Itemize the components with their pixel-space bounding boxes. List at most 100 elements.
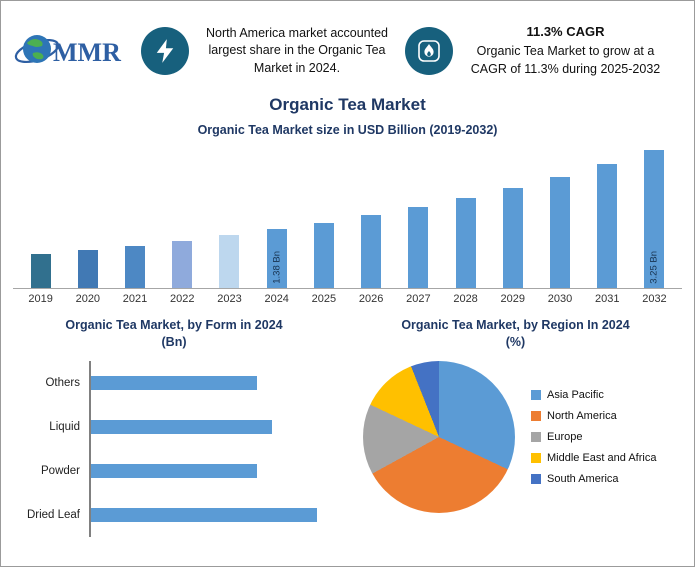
bar-2022 <box>172 241 193 288</box>
bar-slot-2027 <box>395 147 442 288</box>
form-row-liquid: Liquid <box>13 404 335 449</box>
form-label: Powder <box>41 464 80 477</box>
bar-2031 <box>597 164 618 288</box>
bar-slot-2029 <box>489 147 536 288</box>
bar-slot-2022 <box>159 147 206 288</box>
bar-slot-2031 <box>584 147 631 288</box>
bar-slot-2024: 1.38 Bn <box>253 147 300 288</box>
region-chart-body: Asia Pacific North America Europe Middle Ea… <box>349 360 682 513</box>
svg-text:MMR: MMR <box>53 38 121 67</box>
bar-slot-2032: 3.25 Bn <box>631 147 678 288</box>
x-axis-label-2031: 2031 <box>594 293 620 305</box>
x-axis-label-2032: 2032 <box>642 293 667 305</box>
cagr-note: Organic Tea Market to grow at a CAGR of … <box>470 44 661 76</box>
form-track <box>89 448 335 493</box>
legend-label: Europe <box>547 430 583 443</box>
bar-value-label-2024: 1.38 Bn <box>271 251 283 284</box>
flame-badge <box>405 27 453 75</box>
form-chart-rows: Others Liquid Powder Dried Leaf <box>13 360 335 537</box>
form-bar <box>91 375 257 390</box>
cagr-title: 11.3% CAGR <box>526 24 605 39</box>
bar-2030 <box>550 177 571 288</box>
bar-2024: 1.38 Bn <box>266 229 287 288</box>
x-axis-label-2021: 2021 <box>122 293 148 305</box>
region-chart-title-line2: (%) <box>505 334 526 349</box>
x-axis-label-2025: 2025 <box>311 293 337 305</box>
form-track <box>89 360 335 405</box>
bar-2019 <box>30 254 51 288</box>
region-chart-title: Organic Tea Market, by Region In 2024 (%… <box>349 317 682 351</box>
form-chart: Organic Tea Market, by Form in 2024 (Bn)… <box>13 317 335 537</box>
form-bar <box>91 419 272 434</box>
annual-years: 2019 2020 2021 2022 2023 2024 2025 2026 2027 2028… <box>13 289 682 305</box>
legend-swatch <box>531 389 541 400</box>
bottom-section: Organic Tea Market, by Form in 2024 (Bn)… <box>13 317 682 537</box>
bar-2025 <box>313 223 334 288</box>
legend-item-europe: Europe <box>531 431 656 443</box>
page-title: Organic Tea Market <box>269 95 426 114</box>
bar-slot-2023 <box>206 147 253 288</box>
form-track <box>89 404 335 449</box>
header-left-note: North America market accounted largest s… <box>205 25 389 75</box>
mmr-logo-graphic: MMR <box>14 34 121 67</box>
bar-slot-2030 <box>536 147 583 288</box>
x-axis-label-2028: 2028 <box>453 293 478 305</box>
legend-swatch <box>531 473 541 484</box>
region-pie <box>363 360 515 513</box>
x-axis-label-2030: 2030 <box>547 293 573 305</box>
x-axis-label-2029: 2029 <box>500 293 526 305</box>
x-axis-label-2023: 2023 <box>217 293 242 305</box>
bar-2027 <box>408 207 429 288</box>
bar-slot-2021 <box>111 147 158 288</box>
lightning-badge <box>141 27 189 75</box>
legend-item-south-america: South America <box>531 473 656 485</box>
form-row-others: Others <box>13 360 335 405</box>
form-label: Liquid <box>49 420 80 433</box>
bar-2032: 3.25 Bn <box>644 150 665 288</box>
form-bar <box>91 507 317 522</box>
region-legend: Asia Pacific North America Europe Middle Ea… <box>531 389 656 485</box>
bar-slot-2025 <box>300 147 347 288</box>
legend-swatch <box>531 410 541 421</box>
legend-swatch <box>531 452 541 463</box>
bar-slot-2019 <box>17 147 64 288</box>
bar-2021 <box>125 246 146 288</box>
header: MMR North America market accounted large… <box>13 9 682 93</box>
bar-2028 <box>455 198 476 288</box>
form-chart-title: Organic Tea Market, by Form in 2024 (Bn) <box>13 317 335 351</box>
bar-2026 <box>361 215 382 288</box>
form-chart-title-line2: (Bn) <box>161 334 187 349</box>
x-axis-label-2019: 2019 <box>28 293 53 305</box>
form-label: Others <box>45 376 80 389</box>
x-axis-label-2027: 2027 <box>406 293 431 305</box>
legend-label: South America <box>547 472 619 485</box>
region-chart-title-line1: Organic Tea Market, by Region In 2024 <box>401 318 630 332</box>
form-row-dried-leaf: Dried Leaf <box>13 492 335 537</box>
bar-slot-2028 <box>442 147 489 288</box>
legend-item-middle-east-and-africa: Middle East and Africa <box>531 452 656 464</box>
mmr-logo: MMR <box>13 21 131 82</box>
legend-item-north-america: North America <box>531 410 656 422</box>
bar-slot-2026 <box>348 147 395 288</box>
bar-2023 <box>219 235 240 288</box>
form-chart-title-line1: Organic Tea Market, by Form in 2024 <box>65 318 283 332</box>
legend-item-asia-pacific: Asia Pacific <box>531 389 656 401</box>
flame-icon <box>418 40 440 62</box>
legend-label: Asia Pacific <box>547 388 604 401</box>
form-track <box>89 492 335 537</box>
legend-swatch <box>531 431 541 442</box>
legend-label: Middle East and Africa <box>547 451 657 464</box>
bar-2029 <box>502 188 523 288</box>
bar-2020 <box>77 250 98 288</box>
x-axis-label-2020: 2020 <box>75 293 101 305</box>
form-label: Dried Leaf <box>26 508 80 521</box>
x-axis-label-2026: 2026 <box>358 293 384 305</box>
lightning-icon <box>156 39 174 63</box>
legend-label: North America <box>547 409 617 422</box>
cagr-block: 11.3% CAGR Organic Tea Market to grow at… <box>463 24 668 78</box>
region-chart: Organic Tea Market, by Region In 2024 (%… <box>349 317 682 537</box>
x-axis-label-2024: 2024 <box>264 293 289 305</box>
annual-chart-title: Organic Tea Market size in USD Billion (… <box>197 123 498 137</box>
x-axis-label-2022: 2022 <box>170 293 195 305</box>
